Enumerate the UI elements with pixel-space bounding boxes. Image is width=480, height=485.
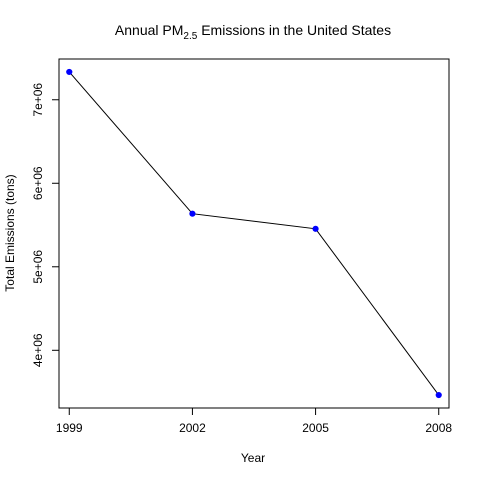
x-axis-title: Year xyxy=(241,451,265,465)
x-tick-label: 1999 xyxy=(56,421,83,435)
data-point xyxy=(189,210,196,217)
x-tick-label: 2002 xyxy=(179,421,206,435)
y-tick-label: 6e+06 xyxy=(31,166,45,200)
y-tick-label: 7e+06 xyxy=(31,83,45,117)
chart-title-prefix: Annual PM xyxy=(115,22,183,38)
x-tick-label: 2005 xyxy=(302,421,329,435)
y-tick-label: 5e+06 xyxy=(31,250,45,284)
plot-frame xyxy=(58,58,450,409)
chart-title: Annual PM2.5 Emissions in the United Sta… xyxy=(115,22,391,42)
x-tick-label: 2008 xyxy=(425,421,452,435)
y-axis: 4e+06 5e+06 6e+06 7e+06 xyxy=(31,83,60,367)
data-point xyxy=(66,68,73,76)
series-group xyxy=(66,68,442,399)
y-axis-title: Total Emissions (tons) xyxy=(3,174,17,291)
data-point xyxy=(435,391,442,399)
data-point xyxy=(312,225,319,232)
series-line xyxy=(68,71,440,396)
chart-title-subscript: 2.5 xyxy=(183,31,197,42)
y-tick-label: 4e+06 xyxy=(31,333,45,367)
x-axis: 1999 2002 2005 2008 xyxy=(56,407,452,435)
chart-title-suffix: Emissions in the United States xyxy=(197,22,391,38)
